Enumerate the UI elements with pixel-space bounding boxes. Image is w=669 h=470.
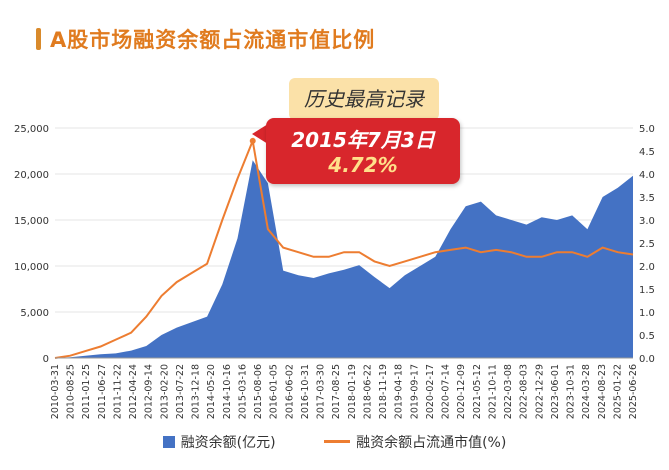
x-tick-label: 2014-05-20: [206, 364, 217, 419]
callout-pointer: [252, 124, 268, 144]
x-tick-label: 2012-09-14: [144, 364, 155, 419]
x-tick-label: 2010-03-31: [50, 364, 61, 419]
y-right-tick-label: 0.5: [639, 331, 655, 342]
y-right-tick-label: 3.0: [639, 216, 655, 227]
y-right-tick-label: 4.5: [639, 147, 655, 158]
x-tick-label: 2012-04-24: [128, 364, 139, 419]
x-tick-label: 2022-08-03: [519, 364, 530, 419]
x-tick-label: 2018-11-19: [378, 364, 389, 419]
x-tick-label: 2011-11-22: [112, 364, 123, 419]
x-tick-label: 2023-06-01: [550, 364, 561, 419]
y-right-tick-label: 1.5: [639, 285, 655, 296]
x-tick-label: 2018-06-22: [362, 364, 373, 419]
x-tick-label: 2021-05-12: [472, 364, 483, 419]
x-tick-label: 2015-08-06: [253, 364, 264, 419]
x-tick-label: 2013-12-18: [191, 364, 202, 419]
x-tick-label: 2020-07-14: [441, 364, 452, 419]
line-series-ratio: [54, 137, 634, 359]
x-tick-label: 2020-12-09: [456, 364, 467, 419]
legend-label-area: 融资余额(亿元): [180, 435, 276, 451]
record-label: 历史最高记录: [289, 78, 439, 120]
x-tick-label: 2010-08-25: [66, 364, 77, 419]
x-tick-label: 2017-03-30: [316, 364, 327, 419]
x-tick-label: 2017-08-25: [331, 364, 342, 419]
y-right-tick-label: 3.5: [639, 193, 655, 204]
y-left-tick-label: 20,000: [14, 170, 49, 181]
x-tick-label: 2013-02-20: [159, 364, 170, 419]
y-left-tick-label: 15,000: [14, 216, 49, 227]
y-left-tick-label: 25,000: [14, 124, 49, 135]
y-right-tick-label: 1.0: [639, 308, 655, 319]
x-tick-label: 2013-07-22: [175, 364, 186, 419]
y-right-tick-label: 2.0: [639, 262, 655, 273]
x-tick-label: 2015-03-16: [237, 364, 248, 419]
y-right-tick-label: 4.0: [639, 170, 655, 181]
x-tick-label: 2025-01-22: [612, 364, 623, 419]
legend-label-line: 融资余额占流通市值(%): [356, 435, 507, 451]
x-tick-label: 2019-09-17: [409, 364, 420, 419]
x-tick-label: 2016-06-02: [284, 364, 295, 419]
x-tick-label: 2024-08-23: [597, 364, 608, 419]
x-tick-label: 2020-02-17: [425, 364, 436, 419]
x-tick-label: 2018-01-19: [347, 364, 358, 419]
chart-legend: 融资余额(亿元) 融资余额占流通市值(%): [0, 432, 669, 452]
y-left-tick-label: 0: [43, 354, 49, 365]
y-right-tick-label: 0.0: [639, 354, 655, 365]
x-tick-label: 2011-01-25: [81, 364, 92, 419]
y-right-tick-label: 2.5: [639, 239, 655, 250]
legend-swatch-area: [162, 436, 175, 448]
x-tick-label: 2023-10-31: [566, 364, 577, 419]
x-tick-label: 2019-04-18: [394, 364, 405, 419]
x-tick-label: 2016-10-31: [300, 364, 311, 419]
x-tick-label: 2024-03-28: [581, 364, 592, 419]
legend-swatch-line: [324, 440, 351, 443]
chart-title: A股市场融资余额占流通市值比例: [50, 28, 376, 52]
x-tick-label: 2021-10-11: [487, 364, 498, 419]
y-left-tick-label: 10,000: [14, 262, 49, 273]
x-tick-label: 2025-06-26: [628, 364, 639, 419]
x-tick-label: 2022-12-29: [534, 364, 545, 419]
y-right-tick-label: 5.0: [639, 124, 655, 135]
record-callout: 2015年7月3日 4.72%: [266, 118, 460, 184]
x-tick-label: 2016-01-05: [269, 364, 280, 419]
record-value: 4.72%: [328, 153, 398, 177]
x-tick-label: 2011-06-27: [97, 364, 108, 419]
y-left-tick-label: 5,000: [20, 308, 49, 319]
title-accent-bar: [36, 28, 41, 50]
area-series-financing-balance: [55, 160, 633, 358]
legend-item-line: 融资余额占流通市值(%): [324, 432, 506, 452]
legend-item-area: 融资余额(亿元): [162, 432, 276, 452]
x-tick-label: 2014-10-16: [222, 364, 233, 419]
record-date: 2015年7月3日: [291, 128, 435, 152]
x-tick-label: 2022-03-08: [503, 364, 514, 419]
